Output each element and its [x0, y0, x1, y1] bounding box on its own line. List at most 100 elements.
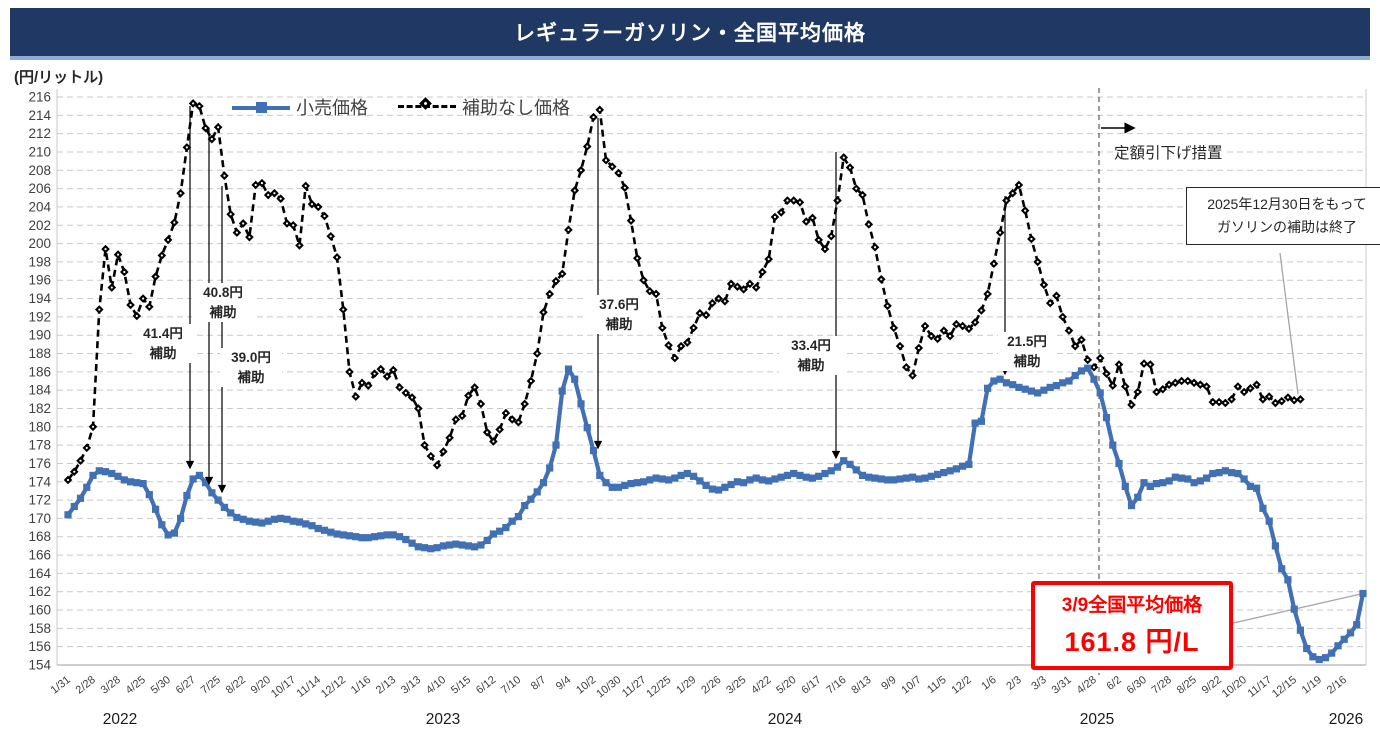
fixed-reduction-annotation: 定額引下げ措置: [1114, 141, 1223, 163]
svg-text:196: 196: [28, 273, 51, 288]
svg-text:204: 204: [28, 199, 51, 214]
legend-item-retail: 小売価格: [232, 94, 368, 120]
svg-text:8/7: 8/7: [529, 674, 548, 693]
svg-text:3/3: 3/3: [1029, 674, 1048, 693]
svg-text:11/27: 11/27: [620, 674, 648, 700]
svg-text:11/17: 11/17: [1246, 674, 1274, 700]
year-label-2025: 2025: [1079, 711, 1115, 728]
svg-text:1/31: 1/31: [49, 674, 73, 697]
svg-text:158: 158: [28, 621, 51, 636]
subsidy-annotation-37-6: 37.6円 補助: [587, 295, 651, 335]
svg-text:186: 186: [28, 364, 51, 379]
svg-text:188: 188: [28, 346, 51, 361]
svg-text:2/26: 2/26: [699, 674, 723, 697]
svg-text:5/15: 5/15: [449, 674, 473, 697]
svg-text:6/27: 6/27: [174, 674, 198, 697]
svg-text:156: 156: [28, 639, 51, 654]
latest-price-box: 3/9全国平均価格 161.8 円/L: [1031, 581, 1233, 670]
chart-legend: 小売価格 補助なし価格: [232, 94, 570, 120]
svg-text:11/5: 11/5: [925, 674, 949, 696]
subsidy-annotation-21-5: 21.5円 補助: [998, 332, 1056, 372]
svg-text:154: 154: [28, 658, 51, 673]
svg-text:194: 194: [28, 291, 51, 306]
latest-price-value: 161.8 円/L: [1064, 627, 1200, 657]
legend-label-unsubsidized: 補助なし価格: [462, 98, 570, 118]
svg-text:6/30: 6/30: [1125, 674, 1149, 697]
svg-text:2/28: 2/28: [74, 674, 98, 697]
svg-text:2/3: 2/3: [1004, 674, 1023, 693]
svg-text:216: 216: [28, 90, 51, 105]
svg-text:12/15: 12/15: [1270, 674, 1299, 700]
svg-text:4/25: 4/25: [124, 674, 148, 697]
svg-text:3/28: 3/28: [99, 674, 123, 697]
year-label-2023: 2023: [425, 711, 461, 728]
svg-text:3/31: 3/31: [1050, 674, 1074, 697]
svg-text:212: 212: [28, 126, 51, 141]
svg-text:184: 184: [28, 383, 51, 398]
legend-item-unsubsidized: 補助なし価格: [398, 94, 570, 120]
svg-text:174: 174: [28, 474, 51, 489]
svg-text:7/25: 7/25: [199, 674, 223, 697]
svg-text:12/12: 12/12: [319, 674, 348, 700]
svg-text:7/28: 7/28: [1150, 674, 1174, 697]
y-axis-unit-label: (円/リットル): [14, 69, 104, 86]
unsubsidized-line-swatch-icon: [398, 97, 456, 113]
svg-text:6/2: 6/2: [1104, 674, 1123, 693]
subsidy-annotation-41-4: 41.4円 補助: [132, 324, 194, 364]
svg-text:1/29: 1/29: [674, 674, 698, 697]
svg-text:9/20: 9/20: [249, 674, 273, 697]
year-label-2026: 2026: [1328, 711, 1364, 728]
svg-text:11/14: 11/14: [295, 674, 323, 700]
svg-text:162: 162: [28, 584, 51, 599]
svg-text:198: 198: [28, 254, 51, 269]
svg-text:200: 200: [28, 236, 51, 251]
svg-text:1/19: 1/19: [1300, 674, 1324, 697]
banner-accent-strip: [10, 56, 1370, 60]
svg-text:10/17: 10/17: [269, 674, 298, 700]
legend-label-retail: 小売価格: [296, 98, 368, 118]
svg-text:10/20: 10/20: [1220, 674, 1249, 700]
svg-text:3/25: 3/25: [724, 674, 748, 697]
svg-text:208: 208: [28, 163, 51, 178]
svg-text:2/16: 2/16: [1325, 674, 1349, 697]
svg-text:182: 182: [28, 401, 51, 416]
svg-text:7/16: 7/16: [824, 674, 848, 697]
svg-text:192: 192: [28, 309, 51, 324]
chart-title: レギュラーガソリン・全国平均価格: [514, 22, 866, 45]
subsidy-annotation-39-0: 39.0円 補助: [220, 348, 282, 388]
svg-text:9/4: 9/4: [554, 674, 573, 693]
svg-text:10/2: 10/2: [574, 674, 598, 697]
svg-text:1/16: 1/16: [349, 674, 373, 697]
svg-text:1/6: 1/6: [979, 674, 998, 693]
latest-price-caption: 3/9全国平均価格: [1061, 595, 1203, 616]
svg-text:2/13: 2/13: [374, 674, 398, 697]
svg-text:5/20: 5/20: [774, 674, 798, 697]
svg-text:206: 206: [28, 181, 51, 196]
subsidy-annotation-33-4: 33.4円 補助: [779, 336, 843, 376]
svg-text:10/7: 10/7: [899, 674, 923, 697]
svg-text:12/25: 12/25: [644, 674, 673, 700]
svg-text:168: 168: [28, 529, 51, 544]
svg-text:160: 160: [28, 603, 51, 618]
year-label-2022: 2022: [102, 711, 138, 728]
svg-text:5/30: 5/30: [149, 674, 173, 697]
svg-text:8/22: 8/22: [224, 674, 248, 697]
svg-text:178: 178: [28, 438, 51, 453]
year-label-2024: 2024: [767, 711, 803, 728]
title-banner: レギュラーガソリン・全国平均価格: [10, 8, 1370, 56]
svg-text:180: 180: [28, 419, 51, 434]
subsidy-end-note-box: 2025年12月30日をもって ガソリンの補助は終了: [1186, 187, 1380, 246]
svg-text:6/12: 6/12: [474, 674, 498, 697]
svg-text:9/22: 9/22: [1200, 674, 1224, 697]
svg-text:10/30: 10/30: [594, 674, 623, 700]
svg-text:170: 170: [28, 511, 51, 526]
svg-text:164: 164: [28, 566, 51, 581]
svg-text:4/22: 4/22: [749, 674, 773, 697]
svg-text:3/13: 3/13: [399, 674, 423, 697]
retail-line-swatch-icon: [232, 101, 290, 113]
svg-text:12/2: 12/2: [949, 674, 973, 697]
svg-text:4/28: 4/28: [1075, 674, 1099, 697]
svg-text:9/9: 9/9: [879, 674, 898, 693]
